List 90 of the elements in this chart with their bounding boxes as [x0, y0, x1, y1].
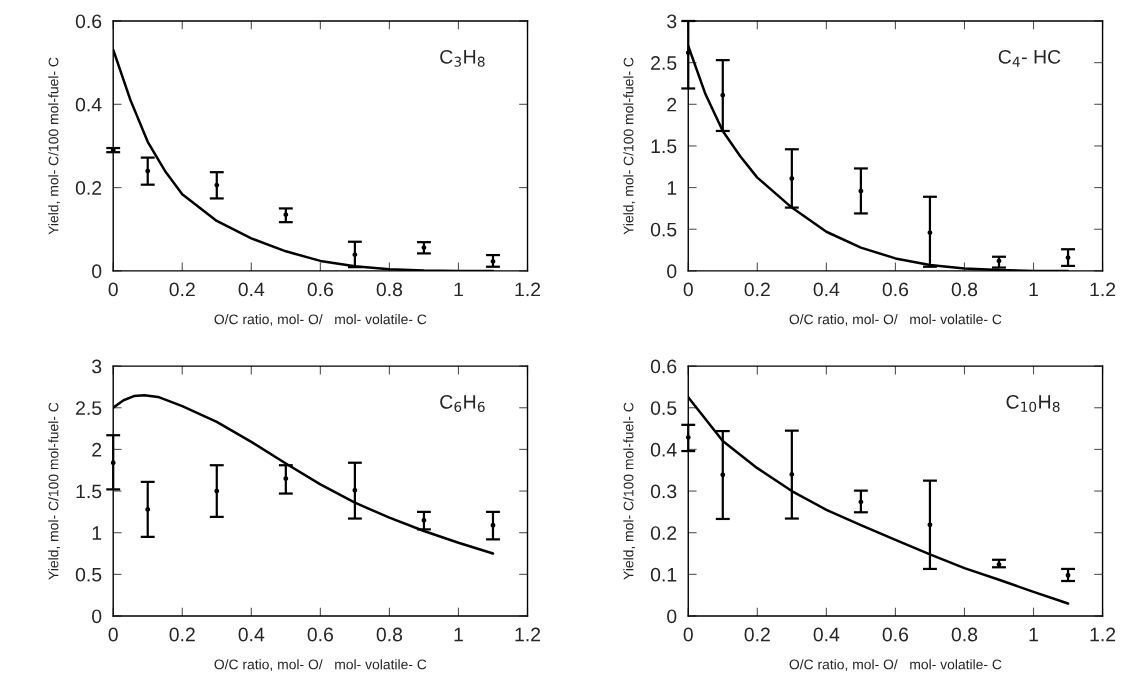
point: [927, 522, 933, 528]
annotation: C$_{4}$- HC: [998, 49, 1061, 67]
point: [789, 176, 795, 181]
y-tick-label: 0: [667, 609, 677, 624]
x-tick-label: 1: [454, 282, 463, 297]
x-tick-label: 0.6: [882, 627, 909, 642]
x-tick-label: 0.8: [376, 627, 403, 642]
point: [720, 472, 726, 478]
y-tick-label: 0.6: [650, 359, 677, 374]
y-tick-label: 3: [92, 359, 102, 374]
y-axis-title: Yield, mol- C/100 mol-fuel- C: [623, 402, 636, 580]
point: [145, 168, 151, 174]
annotation: C$_{10}$H$_{8}$: [1006, 395, 1060, 412]
annotation: C$_{3}$H$_{8}$: [440, 49, 485, 67]
y-axis-title: Yield, mol- C/100 mol-fuel- C: [623, 57, 636, 235]
point: [1065, 255, 1071, 260]
x-tick-label: 1: [1029, 627, 1038, 642]
x-tick-label: 1.2: [1090, 627, 1116, 642]
x-tick-label: 1: [454, 627, 463, 642]
point: [927, 230, 933, 235]
point: [720, 92, 726, 98]
x-axis-title: O/C ratio, mol- O/ mol- volatile- C: [214, 659, 427, 671]
x-tick-label: 0.2: [169, 627, 195, 642]
y-tick-label: 1.5: [76, 484, 102, 499]
point: [789, 471, 795, 477]
x-tick-label: 0: [683, 627, 693, 642]
x-tick-label: 1.2: [515, 627, 541, 642]
point: [421, 517, 427, 523]
y-axis-title: Yield, mol- C/100 mol-fuel- C: [48, 402, 61, 580]
x-tick-label: 0.6: [307, 627, 334, 642]
y-tick-label: 0.1: [650, 567, 677, 582]
y-tick-label: 0.2: [650, 526, 677, 540]
x-tick-label: 1.2: [1090, 282, 1116, 297]
x-tick-label: 1: [1029, 282, 1038, 297]
x-tick-label: 0.4: [238, 627, 265, 642]
y-tick-label: 2.5: [651, 56, 677, 70]
y-tick-label: 0.6: [75, 14, 102, 29]
y-tick-label: 0.3: [650, 484, 677, 499]
point: [214, 182, 220, 188]
point: [685, 434, 691, 440]
x-tick-label: 0: [108, 282, 118, 297]
y-axis-title: Yield, mol- C/100 mol-fuel- C: [48, 57, 61, 235]
point: [685, 50, 691, 56]
y-tick-label: 1: [667, 181, 677, 195]
point: [421, 245, 427, 250]
point: [145, 506, 151, 512]
y-tick-label: 0.4: [75, 97, 102, 112]
x-tick-label: 1.2: [515, 282, 541, 297]
y-tick-label: 0: [92, 609, 102, 624]
point: [490, 522, 496, 528]
point: [858, 499, 864, 505]
point: [858, 188, 864, 194]
y-tick-label: 0.2: [75, 181, 102, 195]
x-tick-label: 0.2: [744, 627, 770, 642]
y-tick-label: 1: [92, 526, 102, 540]
x-tick-label: 0.8: [376, 282, 403, 297]
x-tick-label: 0.4: [813, 282, 840, 297]
x-tick-label: 0.6: [307, 282, 334, 297]
y-tick-label: 2.5: [76, 401, 102, 415]
x-axis-title: O/C ratio, mol- O/ mol- volatile- C: [214, 314, 427, 326]
y-tick-label: 0.5: [75, 567, 102, 582]
x-tick-label: 0.8: [951, 282, 978, 297]
x-tick-label: 0.4: [238, 282, 265, 297]
x-axis-title: O/C ratio, mol- O/ mol- volatile- C: [789, 314, 1002, 326]
point: [110, 460, 116, 466]
point: [352, 487, 358, 493]
y-tick-label: 0: [667, 264, 677, 279]
point: [283, 476, 289, 481]
x-axis-title: O/C ratio, mol- O/ mol- volatile- C: [789, 659, 1002, 671]
y-tick-label: 2: [92, 442, 102, 457]
x-tick-label: 0: [683, 282, 693, 297]
y-tick-label: 0: [92, 264, 102, 279]
x-tick-label: 0.2: [169, 282, 195, 297]
y-tick-label: 0.4: [650, 442, 677, 457]
x-tick-label: 0.6: [882, 282, 909, 297]
y-tick-label: 3: [667, 14, 677, 29]
x-tick-label: 0.8: [951, 627, 978, 642]
y-tick-label: 0.5: [650, 401, 677, 415]
point: [352, 252, 358, 258]
x-tick-label: 0.2: [744, 282, 770, 297]
y-tick-label: 0.5: [650, 222, 677, 237]
annotation: C$_{6}$H$_{6}$: [440, 395, 485, 412]
point: [283, 212, 289, 218]
x-tick-label: 0.4: [813, 627, 840, 642]
point: [1065, 572, 1071, 578]
y-tick-label: 2: [667, 97, 677, 112]
y-tick-label: 1.5: [651, 139, 677, 154]
x-tick-label: 0: [108, 627, 118, 642]
point: [996, 258, 1002, 264]
point: [214, 488, 220, 494]
